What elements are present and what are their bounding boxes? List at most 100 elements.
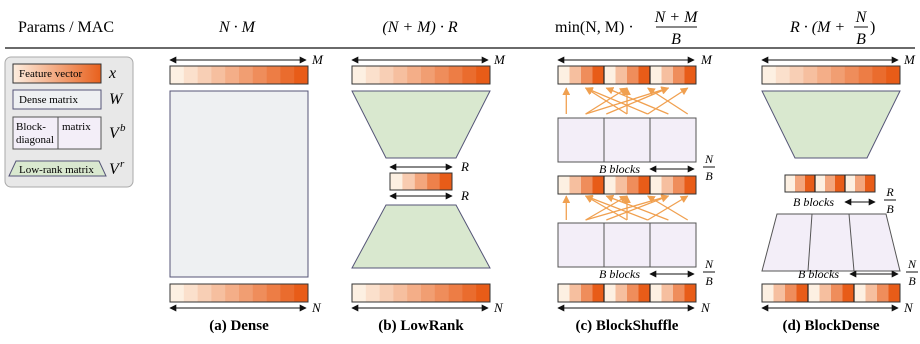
blockshuffle-formula-numerator: N + M [654,9,699,26]
blockshuffle-hidden-vector-segment [638,176,651,194]
header-params-label: Params / MAC [18,19,114,36]
legend-lowrank-sup: r [120,158,125,170]
blockshuffle-bottom-dim-label: N [700,300,711,315]
lowrank-input-vector-segment [421,284,436,302]
blockdense-blocks-label-upper: B blocks [793,195,834,209]
blockdense-hidden-vector-segment [845,175,856,192]
blockshuffle-hidden-vector-segment [673,176,685,194]
blockshuffle-output-vector-segment [673,66,685,84]
blockshuffle-upper-shuffle-arrows [562,86,689,115]
blockshuffle-input-vector [557,283,697,303]
panel-blockdense: M B blocks R B B blocks N B N (d) BlockD… [761,52,918,334]
dense-input-vector-segment [225,284,240,302]
dense-output-vector-segment [197,66,212,84]
caption-blockdense: (d) BlockDense [782,318,879,334]
blockdense-input-vector-segment [854,284,866,302]
dense-output-vector-segment [280,66,295,84]
lowrank-input-vector-segment [352,284,367,302]
lowrank-output-vector-segment [421,66,436,84]
blockshuffle-upper-block-matrix [557,117,697,163]
blockdense-output-vector [761,65,901,85]
blockdense-input-vector-segment [865,284,878,302]
blockshuffle-lower-shuffle-arrows-arrow [605,194,669,221]
lowrank-output-vector [351,65,491,85]
blockshuffle-output-vector-segment [638,66,651,84]
blockdense-block-divider-1 [807,213,813,272]
blockdense-hidden-vector-segment [815,175,826,192]
blockshuffle-hidden-vector-segment [615,176,628,194]
lowrank-rank-label-lower: R [460,188,469,203]
legend-block-label-c: matrix [62,121,91,133]
blockshuffle-lower-blocks-label: B blocks [599,267,640,281]
blockdense-output-vector-segment [886,66,901,84]
caption-lowrank: (b) LowRank [378,318,464,334]
blockshuffle-upper-block-matrix-block [603,117,651,163]
blockdense-hidden-vector-segment [785,175,796,192]
blockdense-input-vector-segment [808,284,820,302]
blockdense-input-vector-segment [888,284,901,302]
blockdense-hidden-vector-segment [855,175,866,192]
blockshuffle-input-vector-segment [673,284,685,302]
dense-input-vector-segment [252,284,267,302]
blockdense-up-projection [761,90,901,159]
blockdense-output-vector-segment [775,66,790,84]
blockshuffle-upper-shuffle-arrows-arrow [584,87,648,115]
legend-block-label-a: Block- [16,121,46,133]
blockdense-upper-frac-num: R [885,185,894,199]
blockdense-hidden-vector-segment [835,175,846,192]
blockdense-block-divider-2 [848,213,855,272]
dense-input-vector [169,283,309,303]
caption-blockshuffle: (c) BlockShuffle [576,318,679,334]
blockshuffle-lower-shuffle-arrows [562,194,689,221]
lowrank-input-vector-segment [365,284,380,302]
blockdense-upper-frac-den: B [886,202,894,216]
lowrank-input-vector-segment [448,284,463,302]
dense-output-vector-segment [183,66,198,84]
dense-top-dim-label: M [311,52,324,67]
dense-output-vector-segment [266,66,281,84]
dense-output-vector-segment [211,66,226,84]
legend-feature-swatch [12,63,102,84]
blockdense-formula-numerator: N [855,9,868,26]
blockshuffle-output-vector-segment [581,66,593,84]
lowrank-top-dim-label: M [493,52,506,67]
blockshuffle-top-dim-label: M [700,52,713,67]
lowrank-input-vector-outline [351,283,491,303]
blockshuffle-input-vector-segment [615,284,628,302]
lowrank-input-vector [351,283,491,303]
lowrank-hidden-vector-outline [389,172,453,191]
blockshuffle-hidden-vector-segment [604,176,616,194]
legend-lowrank-swatch [8,160,107,177]
lowrank-output-vector-segment [476,66,491,84]
blockshuffle-lower-block-matrix-block [557,222,605,268]
blockshuffle-output-vector-segment [558,66,570,84]
blockshuffle-input-vector-segment [592,284,605,302]
blockshuffle-output-vector-segment [592,66,605,84]
blockdense-bottom-dim-label: N [903,300,914,315]
lowrank-input-vector-segment [434,284,449,302]
legend-dense-swatch [12,89,102,110]
header-blockdense-formula: R · (M + N B ) [789,9,875,48]
blockdense-input-vector-segment [785,284,797,302]
lowrank-output-vector-segment [352,66,367,84]
blockshuffle-input-vector-segment [569,284,582,302]
blockshuffle-upper-blocks-label: B blocks [599,162,640,176]
blockdense-output-vector-segment [803,66,818,84]
legend-block-symbol: V [109,125,121,142]
lowrank-output-vector-segment [407,66,422,84]
lowrank-input-vector-segment [462,284,477,302]
blockdense-hidden-vector-segment [825,175,836,192]
blockshuffle-output-vector-segment [615,66,628,84]
panel-lowrank: M R R N (b) LowRank [351,52,506,334]
legend-feature-label: Feature vector [19,68,83,80]
header-blockshuffle-formula: min(N, M) · N + M B [555,9,699,48]
dense-output-vector-outline [169,65,309,85]
legend-lowrank-label: Low-rank matrix [19,164,94,176]
blockdense-hidden-vector [784,174,876,193]
blockshuffle-output-vector-segment [604,66,616,84]
lowrank-output-vector-segment [365,66,380,84]
blockdense-output-vector-segment [858,66,873,84]
blockshuffle-lower-frac-num: N [704,257,714,271]
blockdense-formula-denominator: B [856,31,866,48]
blockshuffle-hidden-vector [557,175,697,195]
